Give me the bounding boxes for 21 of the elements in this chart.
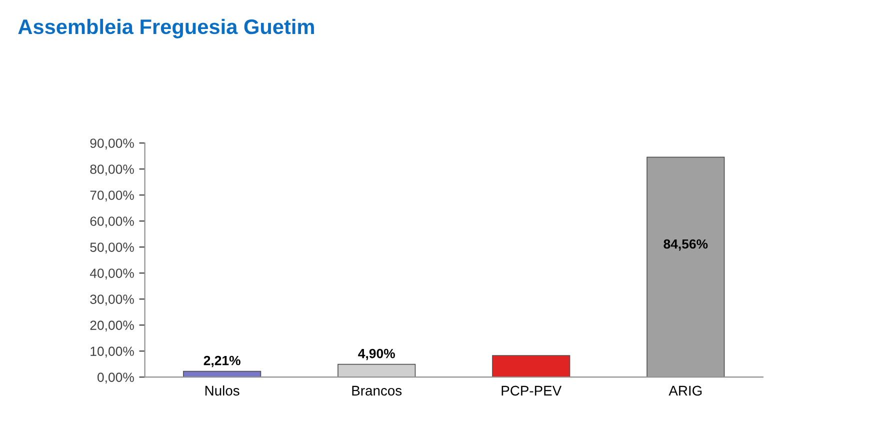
x-tick-label: ARIG bbox=[668, 386, 702, 396]
y-tick-label: 30,00% bbox=[90, 294, 134, 306]
y-tick-label: 90,00% bbox=[90, 138, 134, 150]
bar bbox=[646, 156, 725, 378]
y-tick-label: 0,00% bbox=[98, 372, 134, 384]
data-label: 4,90% bbox=[358, 348, 395, 360]
y-tick-label: 70,00% bbox=[90, 190, 134, 202]
y-tick-label: 20,00% bbox=[90, 320, 134, 332]
y-tick-label: 50,00% bbox=[90, 242, 134, 254]
x-tick-label: Nulos bbox=[205, 385, 240, 396]
x-tick-label: Brancos bbox=[352, 386, 402, 396]
y-tick-label: 80,00% bbox=[90, 164, 134, 176]
data-label: 2,21% bbox=[204, 356, 240, 368]
y-tick-label: 40,00% bbox=[90, 268, 134, 280]
x-tick-label: PCP-PEV bbox=[502, 386, 562, 396]
bar bbox=[492, 355, 570, 378]
chart-title: Assembleia Freguesia Guetim bbox=[18, 18, 314, 38]
y-tick-label: 10,00% bbox=[90, 346, 134, 358]
bar bbox=[338, 364, 416, 378]
y-tick-label: 60,00% bbox=[90, 216, 134, 228]
data-label: 84,56% bbox=[664, 239, 708, 251]
